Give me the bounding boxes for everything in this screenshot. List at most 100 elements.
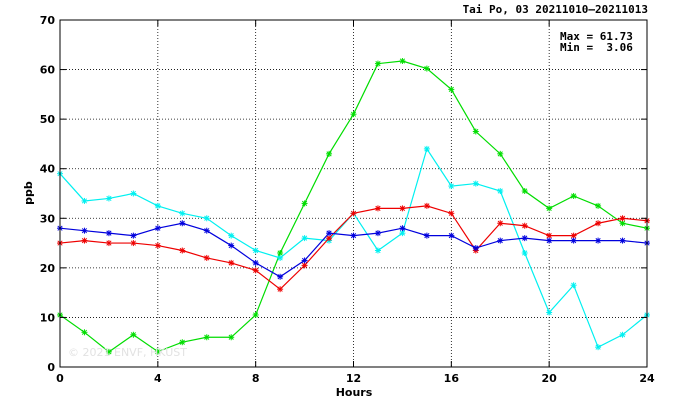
min-stat-label: Min = 3.06 [560, 41, 633, 54]
x-tick-label: 0 [56, 372, 64, 385]
y-tick-label: 70 [40, 14, 56, 27]
data-point [154, 202, 161, 209]
data-point [179, 210, 186, 217]
data-point [521, 222, 528, 229]
series-2 [57, 145, 650, 351]
data-point [399, 57, 406, 64]
data-point [81, 329, 88, 336]
data-point [619, 237, 626, 244]
data-point [423, 145, 430, 152]
data-point [497, 237, 504, 244]
data-point [81, 237, 88, 244]
data-point [154, 242, 161, 249]
data-point [350, 232, 357, 239]
data-point [497, 188, 504, 195]
data-point [546, 205, 553, 212]
y-tick-label: 60 [40, 64, 56, 77]
data-point [350, 210, 357, 217]
y-tick-label: 50 [40, 113, 56, 126]
data-point [521, 235, 528, 242]
series-4 [57, 220, 650, 280]
data-point [203, 334, 210, 341]
data-point [448, 86, 455, 93]
data-point [301, 257, 308, 264]
tick-marks [59, 19, 648, 368]
data-point [423, 65, 430, 72]
data-point [448, 183, 455, 190]
data-point [301, 235, 308, 242]
x-tick-label: 16 [444, 372, 460, 385]
y-tick-label: 10 [40, 311, 56, 324]
x-tick-label: 4 [154, 372, 162, 385]
data-point [350, 111, 357, 118]
x-tick-label: 8 [252, 372, 260, 385]
data-point [448, 210, 455, 217]
data-point [252, 311, 259, 318]
y-tick-label: 0 [47, 361, 55, 374]
data-point [570, 282, 577, 289]
data-point [105, 195, 112, 202]
data-point [228, 334, 235, 341]
data-point [472, 180, 479, 187]
data-point [228, 259, 235, 266]
data-point [277, 286, 284, 293]
data-point [423, 232, 430, 239]
data-point [105, 348, 112, 355]
data-point [570, 237, 577, 244]
data-point [374, 60, 381, 67]
grid-lines [60, 20, 647, 367]
max-stat-label: Max = 61.73 [560, 30, 633, 43]
data-point [228, 232, 235, 239]
y-tick-label: 40 [40, 163, 56, 176]
data-point [130, 232, 137, 239]
data-point [81, 227, 88, 234]
data-point [497, 150, 504, 157]
data-point [595, 220, 602, 227]
data-point [326, 235, 333, 242]
data-point [374, 205, 381, 212]
data-point [595, 344, 602, 351]
data-point [105, 240, 112, 247]
data-point [326, 230, 333, 237]
data-point [252, 267, 259, 274]
chart-title: Tai Po, 03 20211010–20211013 [463, 3, 648, 16]
data-point [228, 242, 235, 249]
data-point [570, 192, 577, 199]
data-point [130, 240, 137, 247]
x-tick-label: 24 [639, 372, 655, 385]
data-point [497, 220, 504, 227]
data-point [277, 249, 284, 256]
data-point [326, 150, 333, 157]
data-point [472, 245, 479, 252]
data-point [546, 237, 553, 244]
data-point [277, 254, 284, 261]
y-tick-label: 20 [40, 262, 56, 275]
data-point [374, 230, 381, 237]
data-point [448, 232, 455, 239]
data-point [130, 190, 137, 197]
data-point [546, 309, 553, 316]
data-point [154, 225, 161, 232]
data-point [179, 220, 186, 227]
data-point [521, 249, 528, 256]
data-point [619, 331, 626, 338]
data-point [399, 205, 406, 212]
data-point [595, 237, 602, 244]
data-point [472, 128, 479, 135]
data-point [374, 247, 381, 254]
data-point [203, 227, 210, 234]
data-point [203, 215, 210, 222]
data-point [81, 197, 88, 204]
x-axis-title: Hours [336, 386, 373, 399]
x-tick-label: 12 [346, 372, 361, 385]
data-point [203, 254, 210, 261]
data-point [130, 331, 137, 338]
data-point [277, 273, 284, 280]
y-axis-title: ppb [22, 181, 35, 205]
data-point [179, 247, 186, 254]
data-point [619, 215, 626, 222]
data-point [595, 202, 602, 209]
data-point [252, 247, 259, 254]
data-point [252, 259, 259, 266]
